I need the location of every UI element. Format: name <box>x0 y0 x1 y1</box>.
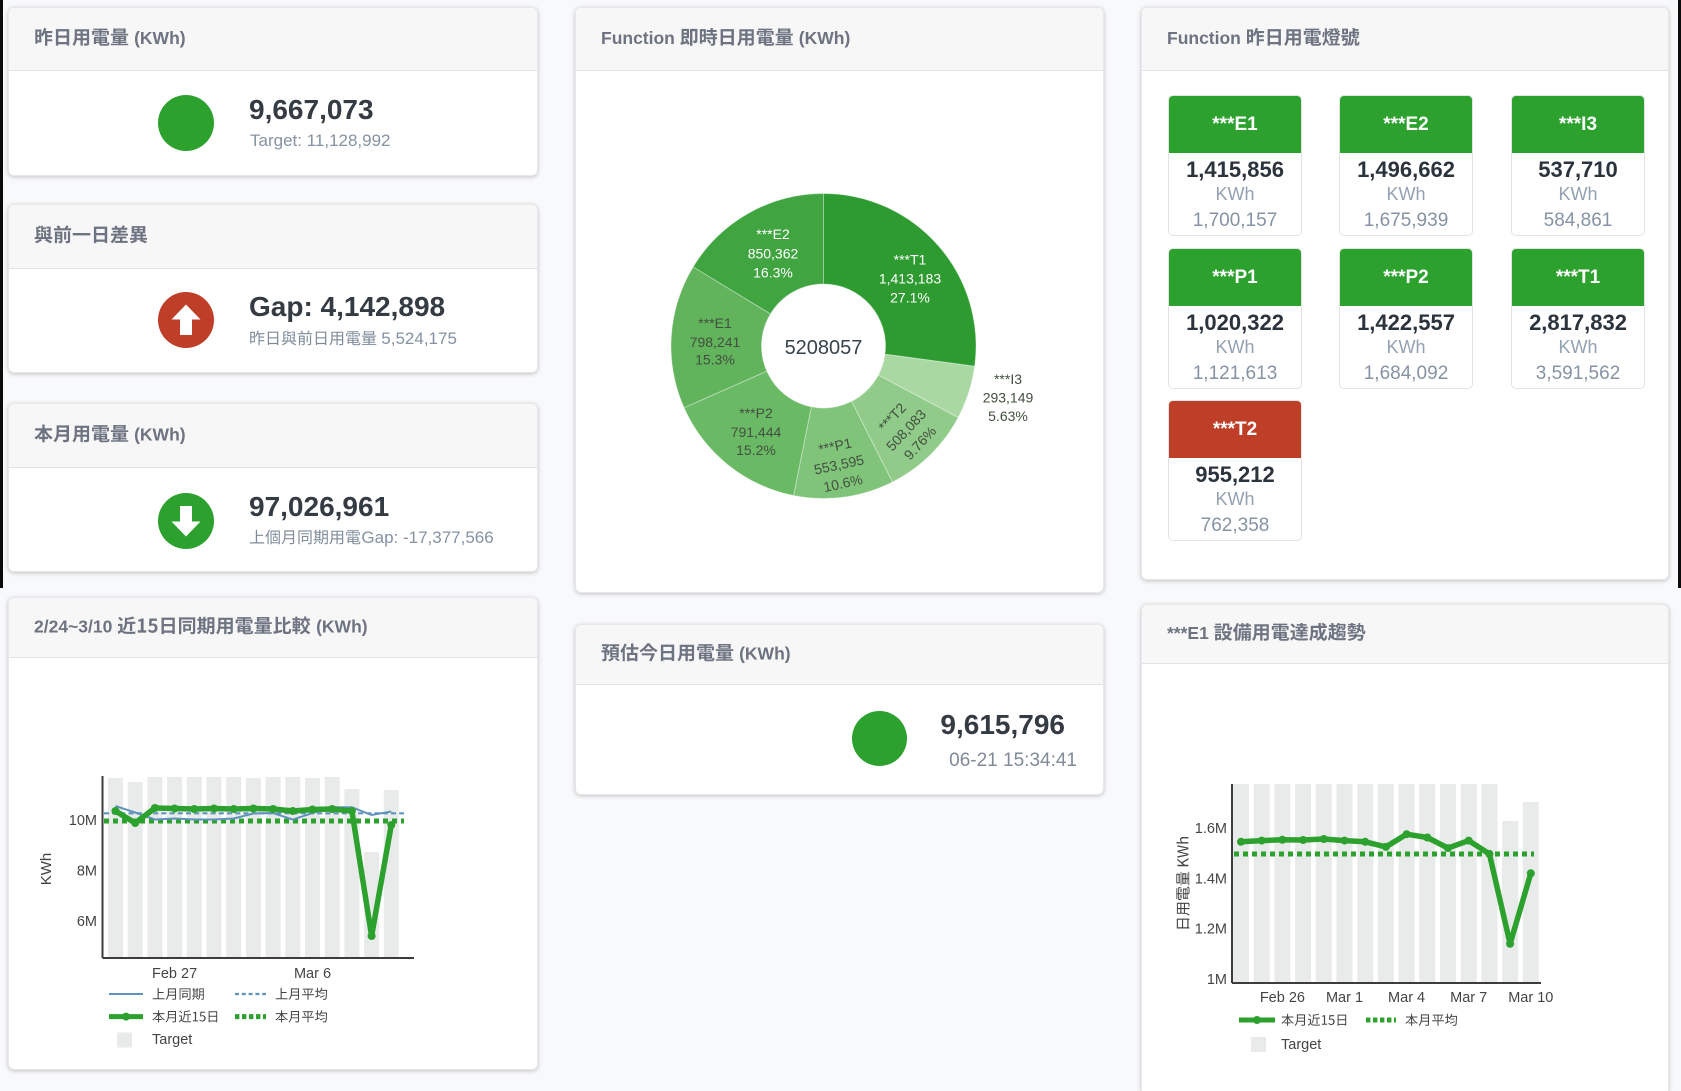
svg-text:***E2: ***E2 <box>756 226 790 242</box>
svg-text:***I3: ***I3 <box>994 371 1022 387</box>
svg-text:KWh: KWh <box>38 853 55 886</box>
svg-text:1M: 1M <box>1207 972 1227 988</box>
svg-text:Mar 10: Mar 10 <box>1508 990 1553 1006</box>
svg-text:2/24~3/10: 2/24~3/10 <box>34 617 113 637</box>
svg-text:***T1: ***T1 <box>894 252 927 268</box>
svg-text:Function: Function <box>601 28 675 48</box>
svg-text:***P2: ***P2 <box>739 405 773 421</box>
svg-text:850,362: 850,362 <box>748 246 799 262</box>
svg-text:Mar 6: Mar 6 <box>294 966 331 982</box>
svg-text:5.63%: 5.63% <box>988 408 1028 424</box>
svg-text:16.3%: 16.3% <box>753 265 793 281</box>
svg-text:5,524,175: 5,524,175 <box>381 329 457 348</box>
svg-text:1.4M: 1.4M <box>1195 871 1227 887</box>
svg-text:***P1: ***P1 <box>817 435 853 458</box>
svg-text:(KWh): (KWh) <box>134 425 186 445</box>
svg-text:27.1%: 27.1% <box>890 290 930 306</box>
svg-text:(KWh): (KWh) <box>799 28 851 48</box>
svg-text:Mar 1: Mar 1 <box>1326 990 1363 1006</box>
svg-text:293,149: 293,149 <box>983 390 1034 406</box>
svg-text:(KWh): (KWh) <box>134 28 186 48</box>
svg-text:***E1: ***E1 <box>1167 623 1209 643</box>
svg-text:Feb 26: Feb 26 <box>1260 990 1305 1006</box>
svg-text:Function: Function <box>1167 28 1241 48</box>
svg-text:1,413,183: 1,413,183 <box>879 271 941 287</box>
svg-text:1.6M: 1.6M <box>1195 821 1227 837</box>
svg-text:(KWh): (KWh) <box>739 644 791 664</box>
svg-text:Gap: -17,377,566: Gap: -17,377,566 <box>361 528 493 547</box>
svg-text:Mar 7: Mar 7 <box>1450 990 1487 1006</box>
svg-text:(KWh): (KWh) <box>316 617 368 637</box>
svg-text:15.3%: 15.3% <box>695 352 735 368</box>
svg-text:791,444: 791,444 <box>731 424 782 440</box>
svg-text:Feb 27: Feb 27 <box>152 966 197 982</box>
svg-text:Target: Target <box>1281 1037 1321 1053</box>
svg-text:Target: Target <box>152 1032 192 1048</box>
svg-text:10M: 10M <box>69 813 97 829</box>
svg-text:Mar 4: Mar 4 <box>1388 990 1425 1006</box>
svg-text:***E1: ***E1 <box>698 315 732 331</box>
svg-text:6M: 6M <box>77 914 97 930</box>
svg-text:798,241: 798,241 <box>690 334 741 350</box>
svg-text:15.2%: 15.2% <box>736 442 776 458</box>
svg-text:1.2M: 1.2M <box>1195 922 1227 938</box>
svg-text:8M: 8M <box>77 864 97 880</box>
svg-text:5208057: 5208057 <box>785 337 863 359</box>
